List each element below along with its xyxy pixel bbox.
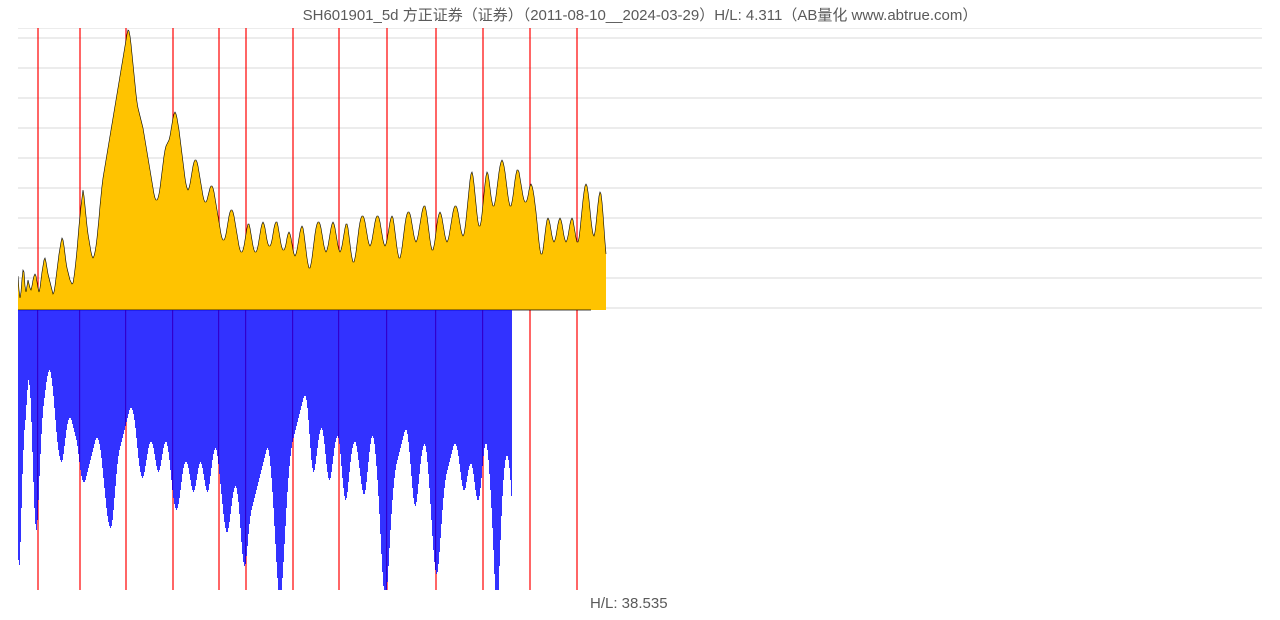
- bottom-hl-label: H/L: 38.535: [590, 595, 668, 612]
- chart-title: SH601901_5d 方正证券（证券）（2011-08-10__2024-03…: [0, 4, 1280, 25]
- chart-svg: [18, 28, 1262, 590]
- chart-container: [18, 28, 1262, 590]
